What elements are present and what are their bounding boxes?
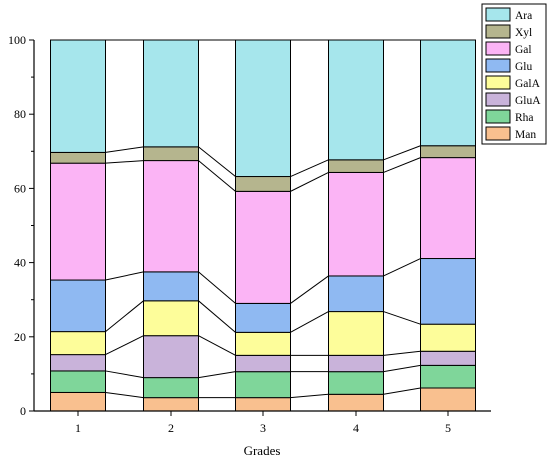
connector-line [105, 160, 144, 164]
bar-segment-gal [143, 160, 199, 273]
bar-segment-gal [235, 190, 291, 304]
bar-segment-glua [420, 350, 476, 366]
axes-group: 0 20 40 60 80 100 1 2 3 4 5 [8, 33, 491, 435]
legend: Ara Xyl Gal Glu GalA GluA Rha Man [481, 3, 547, 145]
bar-segment-xyl [420, 145, 476, 159]
legend-label-ara: Ara [515, 10, 532, 22]
bar-segment-man [50, 391, 106, 412]
bar-segment-rha [420, 364, 476, 389]
bar-segment-xyl [143, 146, 199, 162]
connector-line [105, 335, 144, 356]
bar-segment-glua [50, 354, 106, 372]
x-axis-title: Grades [244, 443, 281, 458]
bar-segment-xyl [50, 151, 106, 164]
bar-segment-glua [328, 354, 384, 373]
connector-line [198, 300, 236, 333]
connector-line [105, 300, 144, 332]
connector-line [198, 371, 236, 379]
bars-group [50, 39, 476, 412]
x-tick-label: 2 [168, 421, 174, 435]
connector-line [105, 391, 144, 399]
bar-segment-gala [50, 331, 106, 356]
bar-segment-rha [235, 371, 291, 399]
legend-swatch-rha [485, 109, 511, 124]
connector-line [383, 387, 421, 395]
bar-segment-ara [328, 39, 384, 161]
legend-swatch-xyl [485, 24, 511, 39]
bar-segment-glua [235, 354, 291, 373]
bar-segment-rha [328, 371, 384, 395]
connector-line [198, 160, 236, 192]
connector-line [383, 145, 421, 161]
y-tick-label: 0 [20, 404, 26, 418]
y-tick-label: 100 [8, 33, 26, 47]
legend-swatch-glu [485, 58, 511, 73]
legend-label-glu: Glu [515, 61, 533, 73]
bar-segment-ara [143, 39, 199, 148]
bar-segment-gal [50, 162, 106, 281]
bar-segment-ara [235, 39, 291, 178]
y-tick-label: 20 [14, 330, 26, 344]
connector-line [290, 393, 329, 399]
connector-line [105, 271, 144, 281]
connector-line [290, 311, 329, 333]
x-tick-label: 5 [445, 421, 451, 435]
legend-swatch-gala [485, 75, 511, 90]
bar-segment-ara [420, 39, 476, 147]
x-tick-label: 3 [260, 421, 266, 435]
connector-line [198, 335, 236, 356]
connector-line [383, 258, 421, 277]
legend-label-rha: Rha [515, 112, 534, 124]
bar-segment-man [420, 387, 476, 412]
y-tick-label: 60 [14, 181, 26, 195]
legend-label-glua: GluA [515, 95, 541, 107]
bar-segment-glu [50, 279, 106, 333]
legend-swatch-gal [485, 41, 511, 56]
connector-line [383, 157, 421, 173]
bar-segment-gal [420, 157, 476, 260]
bar-segment-glu [235, 302, 291, 333]
bar-segment-rha [143, 377, 199, 399]
connector-lines [105, 39, 421, 412]
bar-segment-gala [235, 331, 291, 356]
bar-segment-glua [143, 335, 199, 379]
bar-segment-glu [420, 258, 476, 325]
bar-segment-man [143, 397, 199, 412]
connector-line [105, 370, 144, 379]
legend-label-gala: GalA [515, 78, 541, 90]
legend-swatch-man [485, 126, 511, 141]
legend-swatch-glua [485, 92, 511, 107]
y-tick-label: 80 [14, 107, 26, 121]
connector-line [383, 311, 421, 325]
bar-segment-gala [328, 311, 384, 356]
y-tick-label: 40 [14, 256, 26, 270]
connector-line [290, 159, 329, 177]
bar-segment-man [235, 397, 291, 412]
connector-line [290, 275, 329, 304]
connector-line [383, 350, 421, 356]
legend-label-xyl: Xyl [515, 27, 532, 39]
x-tick-label: 4 [353, 421, 359, 435]
bar-segment-gal [328, 171, 384, 277]
bar-segment-glu [143, 271, 199, 302]
connector-line [383, 364, 421, 373]
connector-line [105, 146, 144, 153]
bar-segment-gala [143, 300, 199, 337]
bar-segment-glu [328, 275, 384, 313]
legend-label-man: Man [515, 129, 536, 141]
bar-segment-rha [50, 370, 106, 393]
bar-segment-ara [50, 39, 106, 153]
connector-line [198, 271, 236, 304]
bar-segment-xyl [328, 159, 384, 173]
bar-segment-man [328, 393, 384, 412]
legend-swatch-ara [485, 7, 511, 22]
bar-segment-xyl [235, 176, 291, 192]
bar-segment-gala [420, 323, 476, 352]
legend-label-gal: Gal [515, 44, 532, 56]
x-tick-label: 1 [75, 421, 81, 435]
connector-line [198, 146, 236, 177]
connector-line [290, 171, 329, 192]
